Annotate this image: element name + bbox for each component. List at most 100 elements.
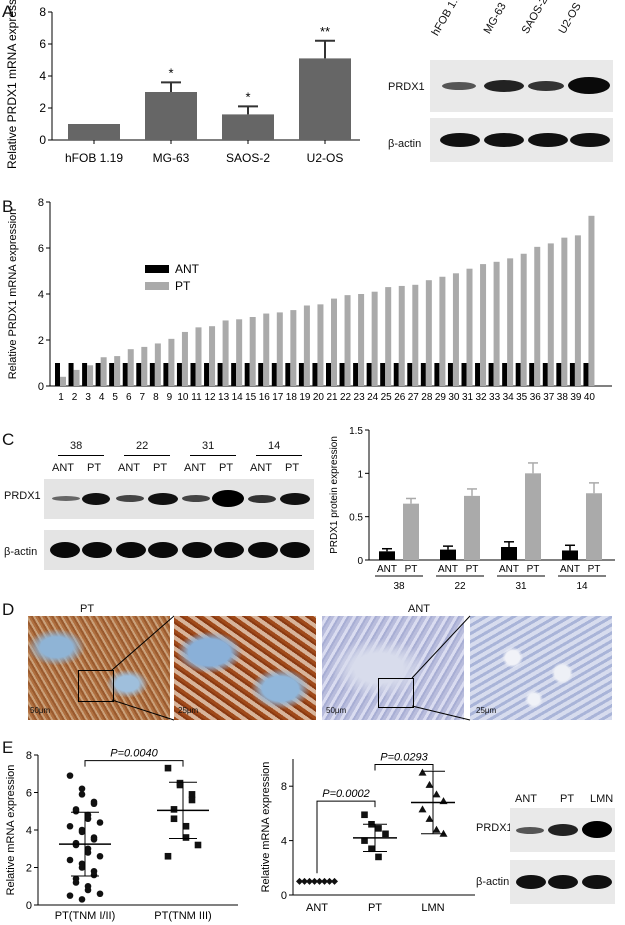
bar-ant	[583, 363, 589, 386]
bar-ant	[163, 363, 169, 386]
blot-c-group-14: 14	[268, 440, 281, 452]
blot-c-lane-pt: PT	[153, 462, 168, 474]
y-tick-label: 1.5	[349, 426, 363, 437]
blot-band	[82, 493, 110, 505]
bar-ant	[55, 363, 60, 386]
blot-band	[52, 496, 80, 501]
y-tick-label: 2	[39, 101, 46, 115]
bar-pt	[114, 356, 121, 386]
x-tick-label: 40	[584, 392, 596, 403]
ihc-zoom-connector-lines	[111, 615, 471, 721]
bar-ant	[515, 363, 521, 386]
blot-e-col-lmn: LMN	[590, 793, 614, 805]
significance-star: **	[320, 24, 330, 39]
y-tick-label: 4	[38, 289, 44, 301]
y-tick-label: 0	[357, 556, 363, 567]
blot-band	[528, 133, 568, 147]
data-point	[306, 877, 313, 885]
x-tick-label: 32	[475, 392, 487, 403]
bar-ant	[122, 363, 128, 386]
x-tick-label: 14	[232, 392, 244, 403]
x-tick-label: 25	[381, 392, 393, 403]
y-tick-label: 0.5	[349, 513, 363, 524]
bar-pt	[317, 304, 324, 386]
data-point	[418, 768, 427, 776]
blot-c-group-underline	[124, 455, 170, 456]
data-point	[170, 806, 178, 813]
bar-ant	[440, 549, 456, 560]
blot-band	[212, 490, 244, 507]
blot-c-lane-ant: ANT	[184, 462, 206, 474]
blot-c-group-underline	[58, 455, 104, 456]
blot-band	[248, 542, 278, 558]
x-tick-label: 7	[140, 392, 146, 403]
bar-ant	[109, 363, 115, 386]
x-tick-label: 33	[489, 392, 501, 403]
blot-a-prdx1-strip	[430, 60, 613, 112]
x-tick-label: 6	[126, 392, 132, 403]
data-point	[164, 764, 172, 772]
data-point	[96, 890, 104, 898]
bar-ant	[176, 363, 182, 386]
blot-c-lane-pt: PT	[87, 462, 102, 474]
bar-pt	[195, 327, 202, 386]
bar-pt	[331, 298, 337, 386]
blot-e-actin-strip	[510, 860, 615, 904]
x-lane-label: PT	[527, 564, 540, 575]
y-tick-label: 6	[26, 788, 32, 800]
x-tick-label: 34	[503, 392, 515, 403]
blot-band	[182, 542, 212, 558]
bar-ant	[542, 363, 548, 386]
data-point	[66, 892, 74, 899]
ihc-zoom-box	[378, 678, 414, 708]
blot-c-group-31: 31	[202, 440, 215, 452]
x-tick-label: 12	[204, 392, 216, 403]
x-tick-label: 11	[191, 392, 202, 403]
data-point	[375, 825, 382, 832]
data-point	[361, 837, 368, 844]
data-point	[66, 822, 74, 830]
x-lane-label: ANT	[560, 564, 580, 575]
bar-pt	[236, 319, 243, 386]
panel-label-b: B	[2, 197, 14, 216]
y-tick-label: 8	[39, 5, 46, 19]
bar-ant	[569, 363, 575, 386]
bar-ant	[502, 363, 508, 386]
bar-ant	[231, 363, 237, 386]
y-tick-label: 4	[281, 836, 287, 848]
bar-pt	[403, 503, 419, 560]
data-point	[90, 800, 98, 808]
bar-pt	[412, 284, 419, 386]
data-point	[375, 853, 382, 861]
ihc-pt-zoom-image: 25μm	[174, 616, 316, 720]
legend-swatch-ant	[145, 265, 169, 273]
x-group-label: 22	[454, 581, 466, 592]
data-point	[182, 834, 190, 841]
x-tick-label: 24	[367, 392, 379, 403]
x-lane-label: PT	[405, 564, 418, 575]
data-point	[361, 811, 368, 819]
data-point	[326, 877, 333, 885]
x-tick-label: 16	[259, 392, 271, 403]
x-group-label: 31	[515, 581, 527, 592]
bar-ant	[258, 363, 264, 386]
p-value-label: P=0.0293	[380, 751, 428, 763]
x-group-label: 38	[393, 581, 405, 592]
blot-band	[570, 133, 610, 147]
data-point	[84, 886, 92, 894]
data-point	[72, 807, 80, 815]
panel-label-c: C	[2, 430, 15, 449]
x-lane-label: ANT	[438, 564, 458, 575]
bar-ant	[353, 363, 359, 386]
bar-pt	[398, 285, 405, 386]
data-point	[382, 830, 389, 838]
blot-c-actin-strip	[44, 530, 314, 570]
blot-c-row-actin: β-actin	[4, 546, 38, 558]
data-point	[188, 796, 196, 804]
panel-label-a: A	[2, 2, 14, 21]
bar-ant	[475, 363, 481, 386]
data-point	[90, 836, 98, 843]
blot-a-col-u2os: U2-OS	[556, 0, 584, 37]
blot-band	[582, 875, 612, 889]
data-point	[425, 814, 434, 822]
